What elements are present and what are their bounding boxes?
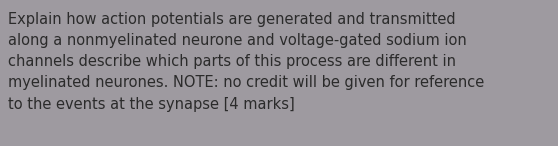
Text: Explain how action potentials are generated and transmitted
along a nonmyelinate: Explain how action potentials are genera… bbox=[8, 12, 484, 112]
